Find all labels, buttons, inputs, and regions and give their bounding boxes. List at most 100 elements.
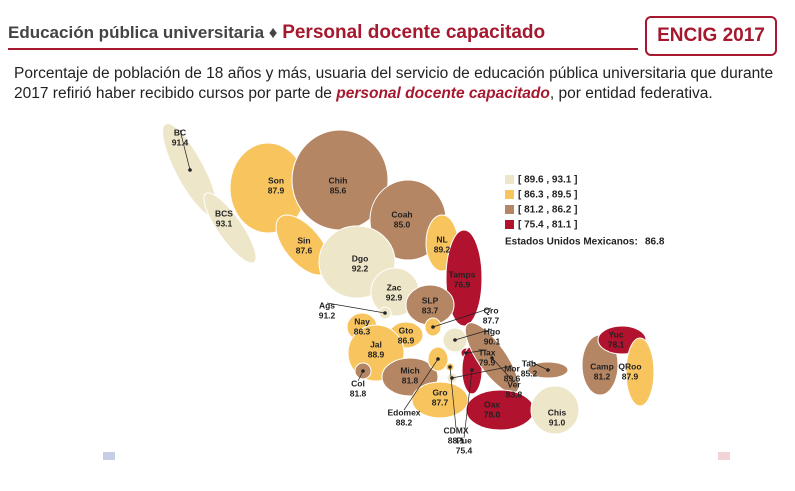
state-dot [188, 168, 192, 172]
state-name: Chih [329, 175, 348, 185]
state-value: 85.2 [521, 368, 538, 378]
state-name: Nay [354, 316, 370, 326]
state-value: 78.1 [608, 339, 625, 349]
legend-swatch [505, 190, 514, 199]
state-value: 87.7 [432, 397, 449, 407]
state-name: Qro [483, 305, 498, 315]
state-value: 81.8 [350, 388, 367, 398]
state-value: 91.4 [172, 137, 189, 147]
state-value: 88.2 [396, 417, 413, 427]
state-name: Chis [548, 407, 567, 417]
state-value: 91.2 [319, 310, 336, 320]
state-dot [464, 351, 468, 355]
national-value: 86.8 [645, 237, 665, 248]
state-name: Gro [432, 387, 447, 397]
header-title: Educación pública universitaria [8, 23, 265, 42]
leader-line [465, 349, 488, 354]
state-name: SLP [422, 295, 439, 305]
national-label: Estados Unidos Mexicanos: [505, 237, 638, 248]
subtitle-emphasis: personal docente capacitado [336, 85, 550, 102]
state-value: 88.9 [368, 349, 385, 359]
state-name: Tlax [478, 347, 495, 357]
state-value: 87.9 [622, 371, 639, 381]
state-dot [383, 311, 387, 315]
state-dot [490, 356, 494, 360]
state-value: 92.2 [352, 263, 369, 273]
state-name: Mor [504, 363, 520, 373]
state-name: Coah [391, 209, 412, 219]
state-value: 83.8 [506, 389, 523, 399]
state [625, 337, 655, 407]
state-name: Sin [297, 235, 310, 245]
legend-swatch [505, 220, 514, 229]
state-dot [448, 365, 452, 369]
legend-label: [ 81.2 , 86.2 ] [518, 205, 577, 216]
leader-line [357, 370, 364, 382]
leader-line [179, 129, 191, 171]
state-name: Oax [484, 399, 500, 409]
subtitle: Porcentaje de población de 18 años y más… [14, 64, 789, 104]
state-name: Jal [370, 339, 382, 349]
state-value: 76.9 [454, 279, 471, 289]
state-value: 81.8 [402, 375, 419, 385]
state-name: Zac [387, 282, 402, 292]
state-value: 75.4 [456, 445, 473, 455]
state-name: BC [174, 127, 186, 137]
state-name: Hgo [484, 326, 501, 336]
subtitle-text: Porcentaje de población de 18 años y más… [14, 65, 774, 102]
state-value: 79.9 [479, 357, 496, 367]
state-name: BCS [215, 208, 233, 218]
decor [103, 452, 115, 460]
state-value: 87.6 [296, 245, 313, 255]
state-dot [436, 357, 440, 361]
legend-label: [ 75.4 , 81.1 ] [518, 220, 577, 231]
state-value: 85.0 [394, 219, 411, 229]
state-name: Mich [400, 365, 419, 375]
leader-line [403, 358, 439, 411]
state [445, 229, 483, 327]
state-value: 87.7 [483, 315, 500, 325]
state-value: 86.3 [354, 326, 371, 336]
leader-line [463, 369, 473, 439]
state-value: 78.0 [484, 409, 501, 419]
state-dot [470, 368, 474, 372]
state-value: 93.1 [216, 218, 233, 228]
legend-swatch [505, 175, 514, 184]
state-name: Son [268, 175, 284, 185]
state-value: 87.9 [268, 185, 285, 195]
state-dot [453, 338, 457, 342]
state-name: NL [436, 234, 447, 244]
header: Educación pública universitaria ♦ Person… [8, 22, 545, 44]
badge: ENCIG 2017 [645, 16, 777, 56]
leader-line [491, 357, 515, 383]
state-value: 81.2 [594, 371, 611, 381]
decor [718, 452, 730, 460]
state-name: Tab [522, 358, 536, 368]
state-value: 83.7 [422, 305, 439, 315]
leader-line [432, 307, 492, 328]
state-value: 90.1 [484, 336, 501, 346]
state-name: Gto [399, 325, 414, 335]
state-value: 92.9 [386, 292, 403, 302]
state-name: Yuc [608, 329, 623, 339]
state-value: 89.2 [434, 244, 451, 254]
state [203, 192, 257, 264]
state-name: Tamps [449, 269, 476, 279]
state-name: Edomex [387, 407, 420, 417]
legend-label: [ 86.3 , 89.5 ] [518, 190, 577, 201]
state-name: Ags [319, 300, 335, 310]
state-value: 85.6 [330, 185, 347, 195]
state-name: Dgo [352, 253, 369, 263]
subtitle-end: , por entidad federativa. [549, 85, 713, 102]
state-name: Pue [456, 435, 472, 445]
state-name: CDMX [443, 425, 468, 435]
state-value: 86.9 [398, 335, 415, 345]
legend-swatch [505, 205, 514, 214]
state-dot [431, 325, 435, 329]
state-name: Ver [507, 379, 521, 389]
state-value: 91.0 [549, 417, 566, 427]
state-value: 88.1 [448, 435, 465, 445]
state-name: Col [351, 378, 365, 388]
